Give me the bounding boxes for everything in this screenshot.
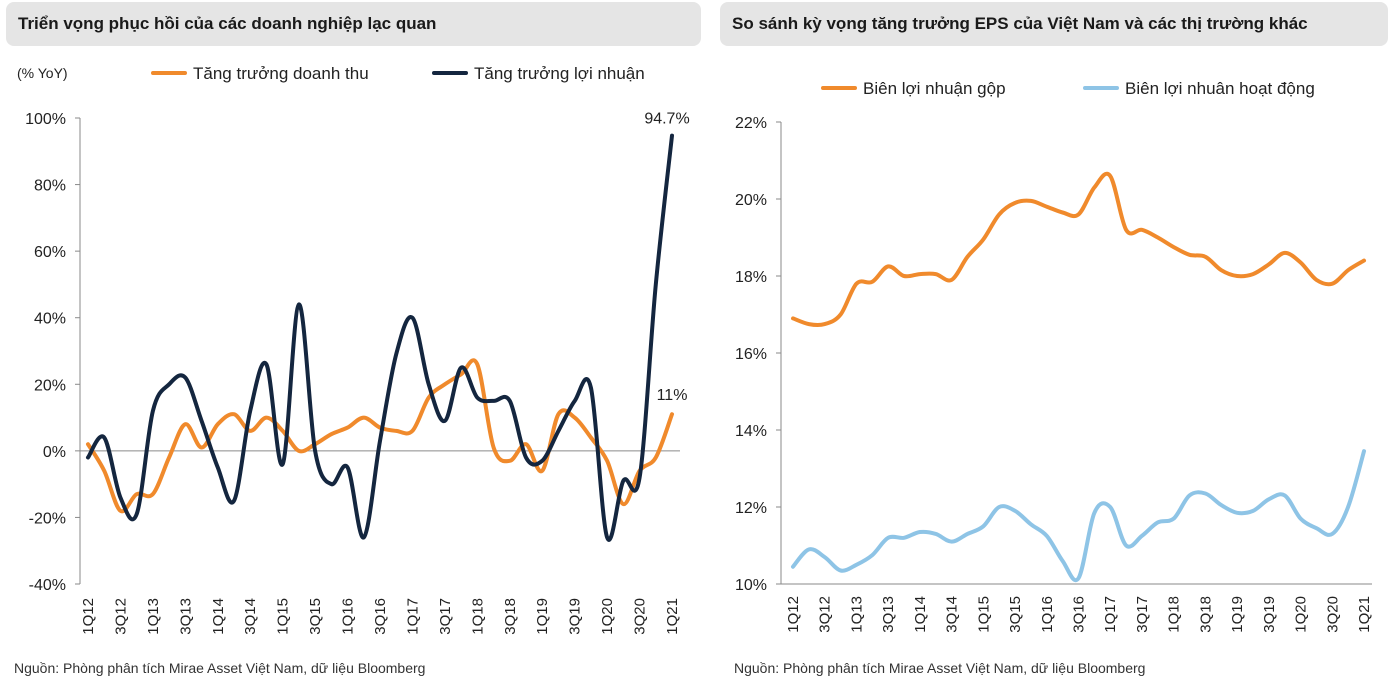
left-x-tick-label: 1Q16 — [340, 598, 357, 635]
right-series-line-0 — [791, 171, 1366, 328]
right-x-tick-label: 3Q15 — [1007, 596, 1024, 633]
right-x-tick-label: 3Q20 — [1324, 596, 1341, 633]
right-y-tick-label: 12% — [735, 500, 767, 517]
left-x-tick-label: 1Q13 — [145, 598, 162, 635]
right-x-tick-label: 1Q19 — [1229, 596, 1246, 633]
right-x-tick-label: 3Q12 — [817, 596, 834, 633]
left-data-label: 94.7% — [644, 111, 689, 128]
right-chart-title: So sánh kỳ vọng tăng trưởng EPS của Việt… — [732, 14, 1308, 33]
right-x-tick-label: 3Q16 — [1071, 596, 1088, 633]
left-chart-title: Triển vọng phục hồi của các doanh nghiệp… — [18, 14, 437, 33]
right-y-tick-label: 16% — [735, 346, 767, 363]
right-y-tick-label: 20% — [735, 192, 767, 209]
right-x-tick-label: 3Q17 — [1134, 596, 1151, 633]
left-y-tick-label: 100% — [25, 111, 66, 128]
left-y-tick-label: 0% — [43, 444, 66, 461]
left-x-tick-label: 1Q14 — [210, 598, 227, 635]
left-x-tick-label: 3Q14 — [242, 598, 259, 635]
left-x-tick-label: 1Q18 — [469, 598, 486, 635]
left-chart: -40% -20% 0% 20% 40% 60% 80% 100% 1Q12 3Q12 1Q13 3Q… — [17, 64, 690, 635]
left-y-tick-label: 40% — [34, 311, 66, 328]
left-series-line-0 — [86, 358, 674, 514]
left-y-tick-label: -20% — [29, 510, 66, 527]
right-x-tick-label: 1Q20 — [1293, 596, 1310, 633]
left-x-tick-label: 3Q20 — [632, 598, 649, 635]
right-y-tick-label: 10% — [735, 577, 767, 594]
right-y-tick-label: 14% — [735, 423, 767, 440]
left-chart-panel: Triển vọng phục hồi của các doanh nghiệp… — [6, 2, 701, 676]
right-x-tick-label: 1Q14 — [912, 596, 929, 633]
left-legend-label: Tăng trưởng lợi nhuận — [474, 64, 645, 83]
right-x-tick-label: 1Q15 — [975, 596, 992, 633]
left-y-axis-title: (% YoY) — [17, 65, 68, 81]
right-x-tick-label: 1Q21 — [1356, 596, 1373, 633]
left-x-tick-label: 3Q16 — [372, 598, 389, 635]
left-chart-title-bar: Triển vọng phục hồi của các doanh nghiệp… — [6, 2, 701, 46]
left-series-line-1 — [86, 133, 674, 542]
right-x-tick-label: 1Q12 — [785, 596, 802, 633]
right-y-tick-label: 22% — [735, 115, 767, 132]
left-data-label: 11% — [657, 387, 688, 404]
left-x-tick-label: 1Q17 — [404, 598, 421, 635]
left-x-tick-label: 1Q21 — [664, 598, 681, 635]
left-y-tick-label: 80% — [34, 178, 66, 195]
right-x-tick-label: 1Q13 — [848, 596, 865, 633]
left-x-tick-label: 3Q19 — [567, 598, 584, 635]
left-x-tick-label: 1Q15 — [275, 598, 292, 635]
right-x-tick-label: 3Q19 — [1261, 596, 1278, 633]
right-x-tick-label: 1Q17 — [1102, 596, 1119, 633]
right-x-tick-label: 1Q18 — [1166, 596, 1183, 633]
left-y-tick-label: 20% — [34, 377, 66, 394]
left-x-tick-label: 3Q13 — [177, 598, 194, 635]
left-x-tick-label: 1Q20 — [599, 598, 616, 635]
right-chart-panel: So sánh kỳ vọng tăng trưởng EPS của Việt… — [718, 0, 1394, 688]
right-chart-source: Nguồn: Phòng phân tích Mirae Asset Việt … — [734, 660, 1146, 676]
right-legend-label: Biên lợi nhuân hoạt động — [1125, 79, 1315, 98]
left-x-tick-label: 1Q19 — [534, 598, 551, 635]
left-y-tick-label: -40% — [29, 577, 66, 594]
right-series-line-1 — [791, 449, 1366, 583]
right-y-tick-label: 18% — [735, 269, 767, 286]
right-x-tick-label: 3Q14 — [944, 596, 961, 633]
left-x-tick-label: 1Q12 — [80, 598, 97, 635]
left-chart-source: Nguồn: Phòng phân tích Mirae Asset Việt … — [14, 660, 426, 676]
left-x-tick-label: 3Q18 — [502, 598, 519, 635]
right-chart-title-bar: So sánh kỳ vọng tăng trưởng EPS của Việt… — [720, 2, 1388, 46]
right-x-tick-label: 3Q18 — [1197, 596, 1214, 633]
left-x-tick-label: 3Q15 — [307, 598, 324, 635]
left-x-tick-label: 3Q17 — [437, 598, 454, 635]
right-x-tick-label: 1Q16 — [1039, 596, 1056, 633]
right-chart: 10% 12% 14% 16% 18% 20% 22% 1Q12 3Q12 1Q13 3Q13 1Q1… — [735, 79, 1373, 633]
left-legend-label: Tăng trưởng doanh thu — [193, 64, 369, 83]
right-legend-label: Biên lợi nhuận gộp — [863, 79, 1006, 98]
right-x-tick-label: 3Q13 — [880, 596, 897, 633]
left-x-tick-label: 3Q12 — [112, 598, 129, 635]
left-y-tick-label: 60% — [34, 244, 66, 261]
